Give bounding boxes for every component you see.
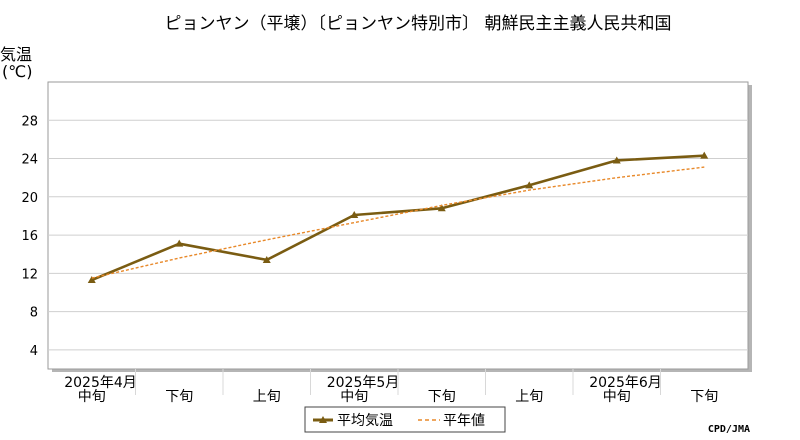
y-tick-label-20: 20 [21,191,38,206]
data-point-mean-5 [525,181,534,189]
legend-marker-mean [319,416,327,423]
x-tick-label-3: 中旬 [340,389,368,405]
data-point-mean-6 [612,156,621,164]
y-axis-unit: (℃) [2,62,32,81]
x-tick-label-5: 上旬 [515,389,543,405]
plot-area [47,81,749,370]
x-tick-label-4: 下旬 [428,389,456,405]
y-tick-label-28: 28 [21,114,38,129]
legend-label-normal: 平年値 [443,413,485,429]
y-tick-label-12: 12 [21,267,38,282]
y-axis-label: 気温 [0,45,32,64]
credit: CPD/JMA [708,424,750,435]
y-tick-label-16: 16 [21,229,38,244]
chart-title: ピョンヤン（平壌）〔ピョンヤン特別市〕 朝鮮民主主義人民共和国 [165,14,672,34]
legend-label-mean: 平均気温 [337,413,393,429]
month-label-0: 2025年4月 [64,375,137,391]
x-tick-label-0: 中旬 [78,389,106,405]
series-line-normal [91,166,705,279]
data-point-mean-2 [262,255,271,263]
y-tick-label-24: 24 [21,153,38,168]
x-tick-label-1: 下旬 [165,389,193,405]
x-tick-label-7: 下旬 [690,389,718,405]
legend: 平均気温 平年値 [304,406,506,433]
y-tick-label-8: 8 [30,306,38,321]
month-label-2: 2025年6月 [589,375,662,391]
month-label-1: 2025年5月 [327,375,400,391]
data-point-mean-0 [87,276,96,284]
x-tick-label-2: 上旬 [253,389,281,405]
series-line-mean [91,154,705,282]
data-point-mean-7 [700,151,709,159]
y-tick-label-4: 4 [30,344,38,359]
data-point-mean-4 [437,204,446,212]
legend-box [304,406,506,433]
data-point-mean-1 [175,239,184,247]
data-point-mean-3 [350,210,359,218]
x-tick-label-6: 中旬 [603,389,631,405]
